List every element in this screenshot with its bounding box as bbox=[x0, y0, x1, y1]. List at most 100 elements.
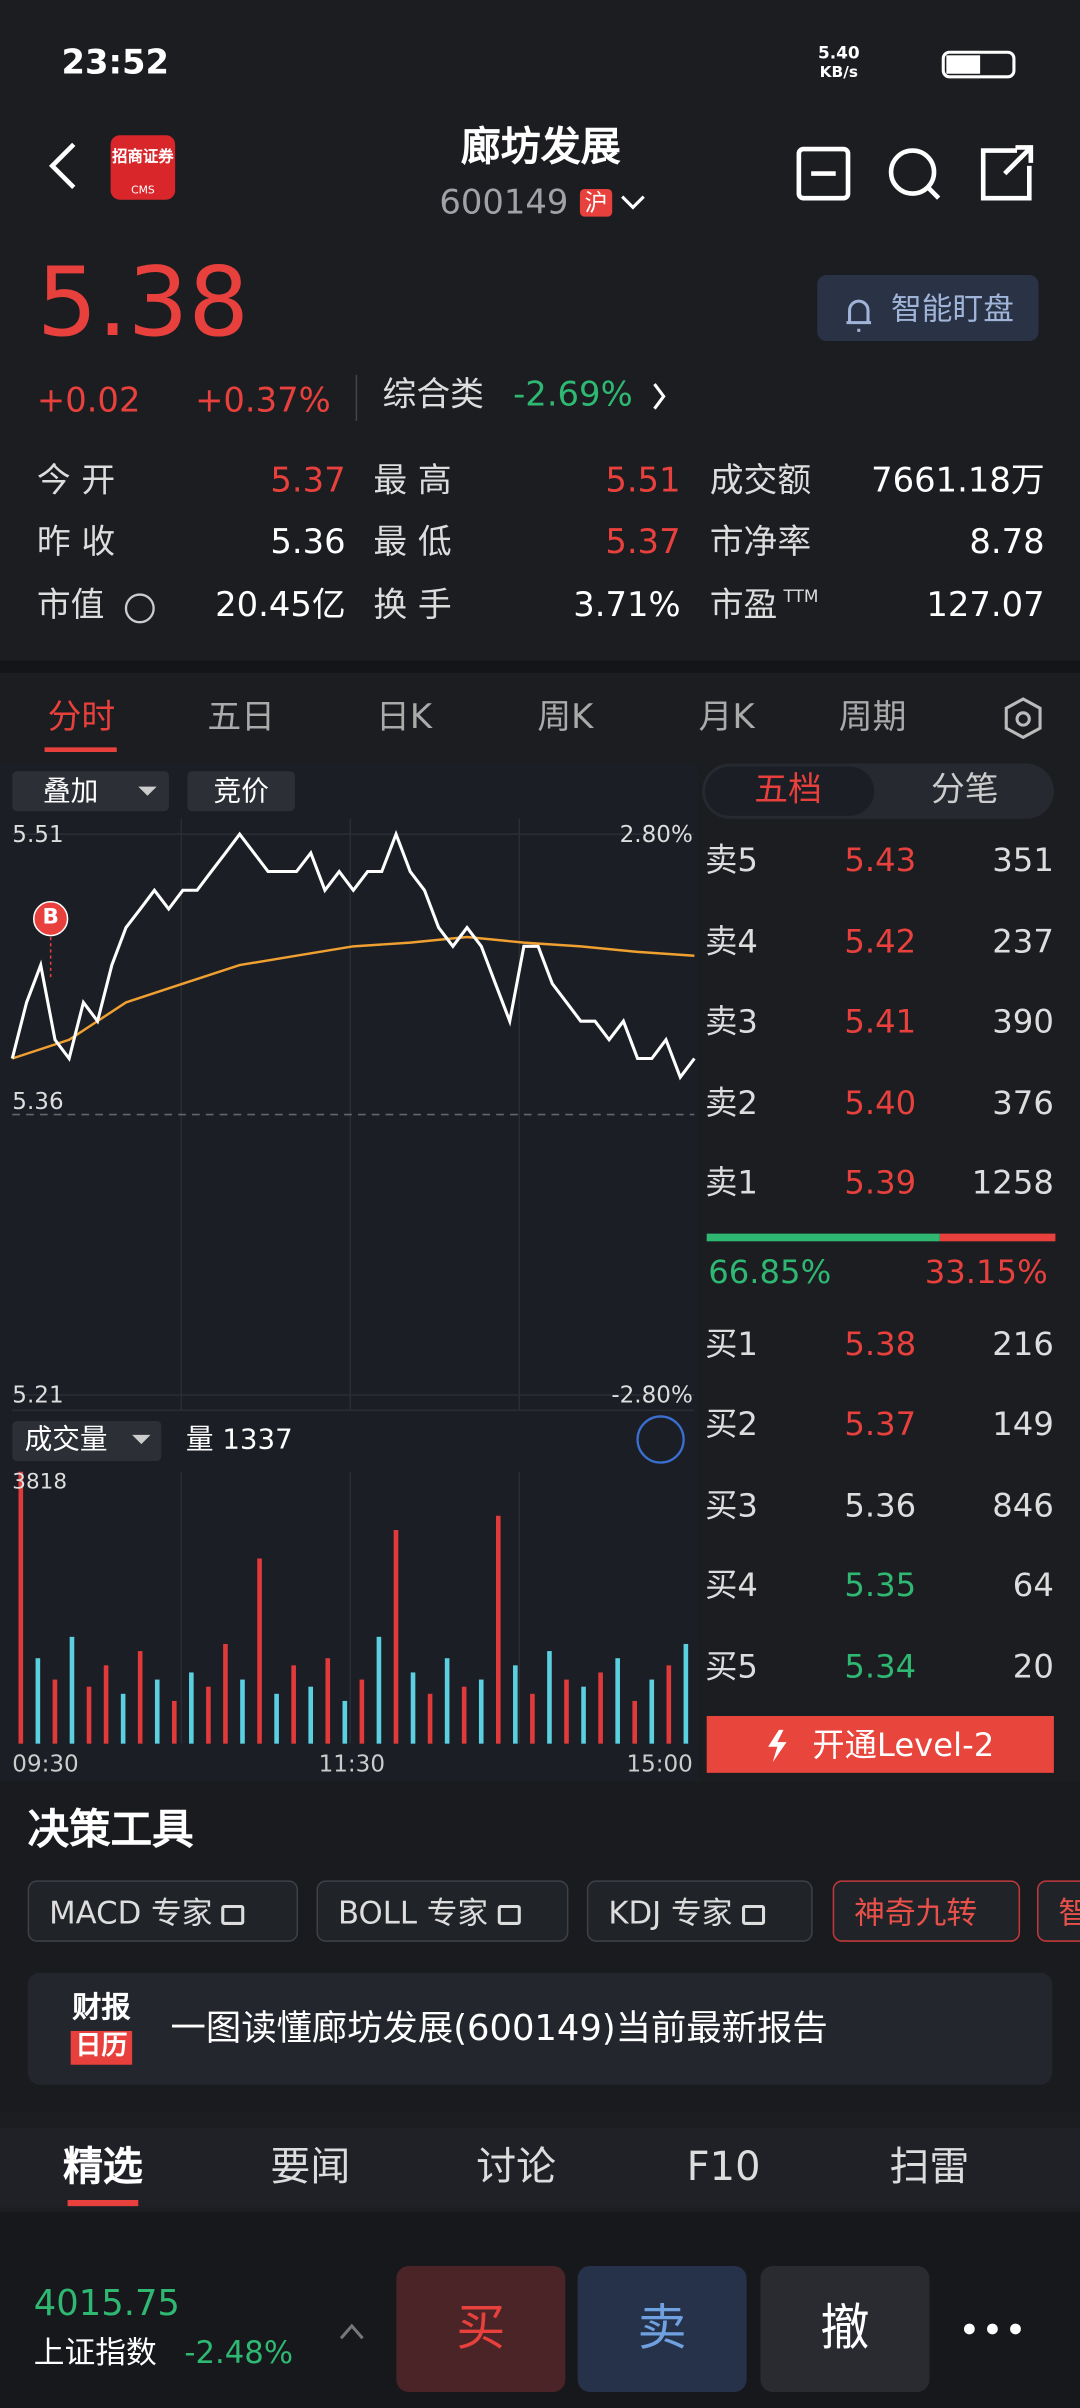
book-tab-active[interactable] bbox=[705, 766, 875, 816]
tool-chip-label[interactable]: BOLL 专家 bbox=[338, 1894, 521, 1932]
chart-tab[interactable]: 周K bbox=[537, 699, 594, 738]
volume-bar bbox=[461, 1686, 467, 1744]
tool-chip-label[interactable]: 神奇九转 bbox=[854, 1893, 978, 1931]
banner-text[interactable]: 一图读懂廊坊发展(600149)当前最新报告 bbox=[170, 2009, 828, 2049]
volume-bar bbox=[581, 1686, 586, 1744]
cancel-button-bg[interactable] bbox=[760, 2265, 930, 2392]
pct-label-top: 2.80% bbox=[619, 819, 693, 848]
volume-bar bbox=[427, 1693, 433, 1744]
book-price: 5.43 bbox=[844, 841, 917, 879]
level2-button[interactable]: 开通Level-2 bbox=[812, 1726, 995, 1764]
bottom-tab[interactable]: F10 bbox=[686, 2144, 761, 2191]
search-icon[interactable] bbox=[888, 148, 937, 196]
chart-tab[interactable]: 周期 bbox=[838, 699, 907, 738]
book-price: 5.35 bbox=[844, 1566, 917, 1604]
tool-chip[interactable] bbox=[832, 1880, 1021, 1942]
volume-bar bbox=[35, 1658, 41, 1744]
chart-tab[interactable]: 五日 bbox=[207, 699, 276, 738]
more-icon[interactable] bbox=[964, 2323, 1021, 2335]
book-tab[interactable]: 分笔 bbox=[930, 771, 999, 811]
sector-chevron[interactable] bbox=[653, 383, 666, 410]
time-label: 11:30 bbox=[318, 1749, 386, 1777]
volume-button-bg[interactable] bbox=[12, 1421, 162, 1461]
stat-value: 20.45亿 bbox=[215, 587, 346, 626]
tool-chip[interactable] bbox=[586, 1880, 813, 1942]
y-tick-label: 5.36 bbox=[12, 1087, 64, 1116]
volume-bar bbox=[206, 1686, 211, 1744]
cancel-button[interactable]: 撤 bbox=[820, 2298, 870, 2357]
chart-tab[interactable]: 月K bbox=[698, 699, 755, 738]
tool-chip-label[interactable]: MACD 专家 bbox=[49, 1894, 245, 1932]
tool-chip[interactable] bbox=[27, 1880, 299, 1942]
book-label: 买2 bbox=[705, 1405, 758, 1443]
stat-label: 市盈 bbox=[709, 587, 778, 626]
book-tab[interactable]: 五档 bbox=[754, 771, 822, 811]
book-price: 5.38 bbox=[844, 1325, 917, 1363]
volume-bar bbox=[342, 1700, 348, 1744]
alert-button[interactable]: 智能盯盘 bbox=[891, 289, 1014, 327]
stock-code: 600149 bbox=[439, 184, 569, 224]
share-icon[interactable] bbox=[980, 145, 1034, 201]
bottom-tab[interactable]: 讨论 bbox=[476, 2144, 557, 2191]
volume-bar bbox=[410, 1672, 416, 1744]
change: +0.02 bbox=[36, 383, 141, 422]
tool-chip[interactable] bbox=[1036, 1880, 1080, 1942]
level2-button-bg[interactable] bbox=[706, 1716, 1054, 1773]
book-volume: 64 bbox=[1012, 1566, 1054, 1604]
stat-value: 5.37 bbox=[605, 524, 681, 563]
tool-chip[interactable] bbox=[316, 1880, 569, 1942]
info-icon[interactable] bbox=[124, 593, 155, 624]
volume-bar bbox=[530, 1693, 535, 1744]
overlay-button-bg[interactable] bbox=[12, 771, 169, 812]
chart-tab[interactable]: 分时 bbox=[47, 699, 116, 738]
banner-logo: 财报 bbox=[72, 1991, 131, 2026]
volume-bar bbox=[359, 1679, 365, 1744]
book-label: 卖5 bbox=[705, 841, 758, 879]
back-icon[interactable] bbox=[48, 142, 76, 190]
volume-bar bbox=[240, 1679, 245, 1744]
volume-bar bbox=[632, 1700, 638, 1744]
fullscreen-icon[interactable] bbox=[636, 1415, 685, 1464]
sell-button-bg[interactable] bbox=[577, 2265, 747, 2392]
code-chevron[interactable] bbox=[621, 195, 645, 210]
banner-logo: 日历 bbox=[70, 2031, 133, 2065]
banner-bg[interactable] bbox=[27, 1972, 1053, 2085]
alert-button-bg[interactable] bbox=[817, 274, 1039, 342]
volume-button[interactable]: 成交量 bbox=[24, 1423, 108, 1457]
settings-icon[interactable] bbox=[1004, 697, 1042, 740]
sell-button[interactable]: 卖 bbox=[637, 2298, 687, 2357]
volume-bar bbox=[666, 1665, 672, 1744]
buy-button[interactable]: 买 bbox=[456, 2298, 506, 2357]
bottom-tab[interactable]: 扫雷 bbox=[889, 2144, 970, 2191]
auction-button-bg[interactable] bbox=[187, 771, 295, 812]
volume-bar bbox=[274, 1693, 279, 1744]
expand-chevron[interactable] bbox=[339, 2323, 364, 2340]
auction-button[interactable]: 竞价 bbox=[213, 775, 269, 808]
overlay-button[interactable]: 叠加 bbox=[43, 775, 99, 808]
bottom-tab[interactable]: 精选 bbox=[62, 2144, 143, 2191]
marker-dot bbox=[32, 901, 69, 937]
book-volume: 390 bbox=[992, 1003, 1054, 1041]
stock-title: 廊坊发展 bbox=[460, 124, 621, 171]
chart-tab[interactable]: 日K bbox=[376, 699, 433, 738]
net-unit: KB/s bbox=[819, 64, 858, 82]
book-label: 卖4 bbox=[705, 923, 758, 961]
volume-bar bbox=[598, 1672, 603, 1744]
index-pct: -2.48% bbox=[184, 2332, 294, 2370]
book-volume: 216 bbox=[992, 1325, 1054, 1363]
volume-bar bbox=[171, 1700, 177, 1744]
stat-value: 8.78 bbox=[969, 524, 1045, 563]
volume-bar bbox=[223, 1643, 228, 1744]
tool-chip-label[interactable]: KDJ 专家 bbox=[608, 1894, 765, 1932]
minimize-icon[interactable] bbox=[796, 146, 851, 201]
stat-label: 换 手 bbox=[373, 587, 452, 626]
tool-chip-label[interactable]: 智 bbox=[1058, 1894, 1080, 1932]
bottom-tab[interactable]: 要闻 bbox=[270, 2144, 351, 2191]
volume-bar bbox=[478, 1679, 484, 1744]
stat-value: 5.36 bbox=[270, 524, 346, 563]
sector: 综合类 bbox=[382, 376, 484, 416]
stat-value: 7661.18万 bbox=[871, 462, 1045, 502]
bell-icon bbox=[846, 299, 872, 332]
buy-button-bg[interactable] bbox=[396, 2265, 566, 2392]
